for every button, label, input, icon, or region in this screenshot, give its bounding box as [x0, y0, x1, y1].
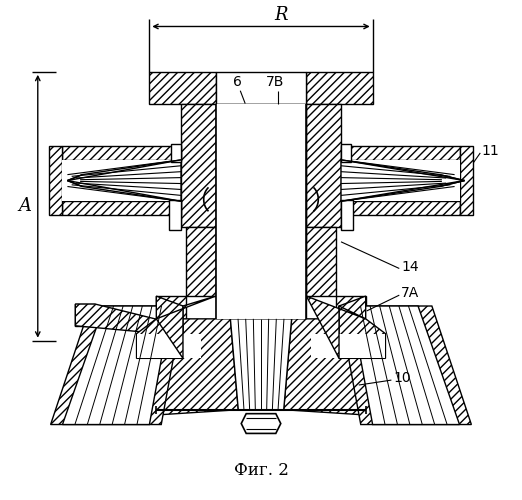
Text: 7B: 7B — [266, 74, 284, 88]
Polygon shape — [156, 296, 216, 358]
Polygon shape — [341, 146, 459, 160]
Bar — [216, 104, 306, 319]
Polygon shape — [181, 104, 216, 227]
Bar — [75, 304, 95, 326]
Text: R: R — [274, 6, 288, 24]
Polygon shape — [63, 306, 171, 424]
Polygon shape — [351, 306, 459, 424]
Polygon shape — [63, 146, 181, 160]
Polygon shape — [341, 160, 465, 202]
Polygon shape — [341, 202, 459, 215]
Polygon shape — [51, 306, 183, 424]
Bar — [216, 227, 306, 296]
Polygon shape — [230, 319, 292, 410]
Polygon shape — [306, 227, 336, 296]
Text: 10: 10 — [394, 371, 411, 385]
Polygon shape — [241, 414, 281, 434]
Polygon shape — [156, 319, 238, 414]
Polygon shape — [339, 306, 471, 424]
Polygon shape — [186, 227, 216, 296]
Polygon shape — [306, 296, 366, 358]
Polygon shape — [306, 72, 373, 104]
Polygon shape — [63, 202, 181, 215]
Bar — [341, 144, 351, 162]
Text: 7A: 7A — [401, 286, 420, 300]
Polygon shape — [156, 296, 186, 319]
Text: Фиг. 2: Фиг. 2 — [233, 462, 289, 479]
Bar — [216, 72, 306, 104]
Bar — [216, 104, 306, 227]
Polygon shape — [137, 296, 183, 358]
Bar — [341, 200, 353, 230]
Bar — [171, 144, 181, 162]
Polygon shape — [306, 104, 341, 227]
Polygon shape — [339, 296, 385, 358]
Bar — [169, 200, 181, 230]
Text: 6: 6 — [233, 74, 242, 88]
Bar — [341, 160, 459, 202]
Polygon shape — [75, 304, 183, 336]
Bar — [311, 334, 385, 358]
Text: A: A — [19, 198, 32, 216]
Polygon shape — [149, 72, 216, 104]
Polygon shape — [67, 160, 181, 202]
Polygon shape — [156, 296, 186, 319]
Bar — [137, 334, 201, 358]
Polygon shape — [49, 146, 63, 215]
Bar — [216, 296, 306, 319]
Polygon shape — [336, 296, 366, 319]
Bar — [63, 160, 181, 202]
Text: 11: 11 — [481, 144, 499, 158]
Polygon shape — [459, 146, 473, 215]
Text: 14: 14 — [401, 260, 419, 274]
Polygon shape — [284, 319, 366, 414]
